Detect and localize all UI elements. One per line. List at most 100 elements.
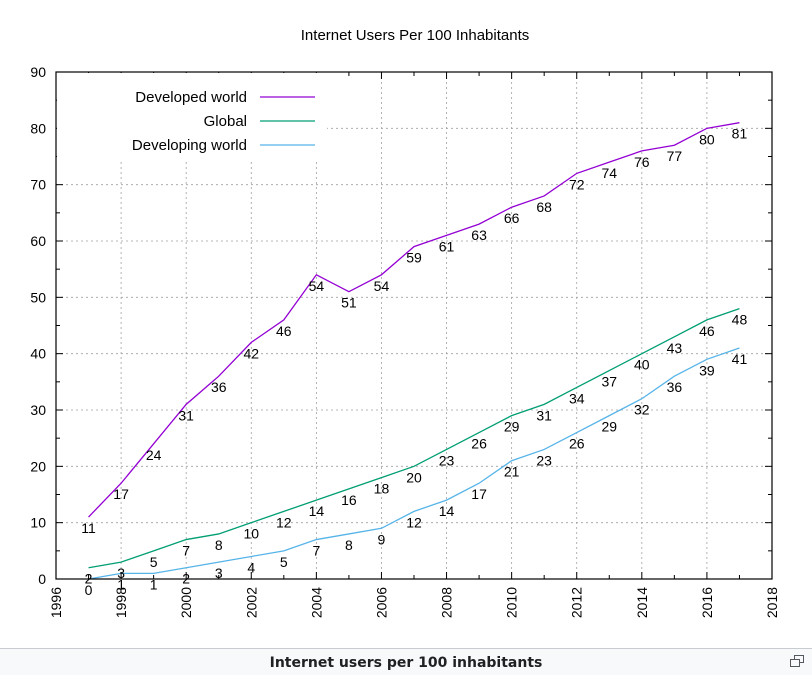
data-label-developed-world: 51 [341, 295, 357, 311]
data-label-developing-world: 17 [471, 486, 487, 502]
data-label-developing-world: 39 [699, 362, 715, 378]
x-tick-label: 2002 [243, 587, 259, 618]
data-label-global: 31 [536, 407, 552, 423]
data-label-developing-world: 2 [182, 571, 190, 587]
data-label-global: 14 [309, 503, 325, 519]
legend-background [57, 73, 327, 161]
data-label-developed-world: 72 [569, 176, 585, 192]
y-tick-label: 90 [30, 64, 46, 80]
line-chart: Internet Users Per 100 Inhabitants 01020… [30, 27, 780, 618]
data-label-developing-world: 36 [667, 379, 683, 395]
data-label-developing-world: 1 [150, 576, 158, 592]
data-label-developing-world: 8 [345, 537, 353, 553]
data-label-global: 34 [569, 390, 585, 406]
chart-title: Internet Users Per 100 Inhabitants [301, 27, 529, 44]
data-label-global: 12 [276, 514, 292, 530]
data-label-global: 20 [406, 469, 422, 485]
x-tick-label: 2006 [373, 587, 389, 618]
x-tick-label: 2018 [764, 587, 780, 618]
data-label-developed-world: 24 [146, 447, 162, 463]
x-tick-label: 2014 [634, 587, 650, 618]
data-label-developed-world: 17 [113, 486, 129, 502]
data-label-developing-world: 32 [634, 402, 650, 418]
data-label-developed-world: 80 [699, 131, 715, 147]
data-label-developing-world: 3 [215, 565, 223, 581]
y-tick-label: 60 [30, 233, 46, 249]
data-label-developed-world: 46 [276, 323, 292, 339]
series-lines [88, 122, 740, 580]
data-label-developed-world: 11 [81, 520, 96, 536]
figure-caption: Internet users per 100 inhabitants [269, 655, 543, 671]
data-label-global: 48 [732, 312, 748, 328]
data-label-developed-world: 81 [732, 126, 748, 142]
data-label-developing-world: 21 [504, 464, 520, 480]
data-label-global: 46 [699, 323, 715, 339]
data-label-developed-world: 77 [667, 148, 683, 164]
y-tick-label: 50 [30, 289, 46, 305]
x-tick-label: 1998 [113, 587, 129, 618]
data-label-developing-world: 41 [732, 351, 748, 367]
caption-bar: Internet users per 100 inhabitants [0, 648, 812, 675]
y-tick-label: 10 [30, 515, 46, 531]
data-label-developed-world: 42 [243, 345, 259, 361]
enlarge-icon[interactable] [790, 655, 804, 667]
data-label-global: 43 [667, 340, 683, 356]
data-label-global: 10 [243, 526, 259, 542]
data-label-global: 18 [374, 481, 390, 497]
data-label-developing-world: 29 [601, 419, 617, 435]
data-label-developing-world: 9 [378, 531, 386, 547]
data-label-developing-world: 0 [85, 582, 93, 598]
data-label-developing-world: 14 [439, 503, 455, 519]
legend: Developed world Global Developing world [57, 73, 327, 161]
data-label-developed-world: 66 [504, 210, 520, 226]
y-tick-label: 0 [38, 571, 46, 587]
data-label-global: 2 [85, 571, 93, 587]
data-label-developed-world: 59 [406, 250, 422, 266]
x-tick-label: 2004 [308, 587, 324, 618]
data-label-global: 8 [215, 537, 223, 553]
data-label-developed-world: 36 [211, 379, 227, 395]
data-label-global: 40 [634, 357, 650, 373]
y-tick-label: 30 [30, 402, 46, 418]
data-label-developed-world: 31 [178, 407, 194, 423]
data-label-global: 29 [504, 419, 520, 435]
data-label-developing-world: 5 [280, 554, 288, 570]
data-label-global: 3 [117, 565, 125, 581]
y-tick-label: 80 [30, 120, 46, 136]
legend-label-developed-world: Developed world [135, 89, 247, 106]
data-label-developed-world: 68 [536, 199, 552, 215]
x-tick-label: 2016 [699, 587, 715, 618]
data-label-developing-world: 23 [536, 452, 552, 468]
data-label-developed-world: 54 [309, 278, 325, 294]
y-tick-label: 20 [30, 458, 46, 474]
data-label-global: 5 [150, 554, 158, 570]
data-label-global: 26 [471, 436, 487, 452]
data-label-global: 16 [341, 492, 357, 508]
data-label-developing-world: 1 [117, 576, 125, 592]
series-line-global [88, 307, 740, 569]
series-line-developed-world [88, 122, 740, 518]
data-label-developed-world: 76 [634, 154, 650, 170]
data-label-developed-world: 74 [601, 165, 617, 181]
data-label-developed-world: 63 [471, 227, 487, 243]
legend-label-global: Global [204, 113, 247, 130]
x-tick-label: 2010 [504, 587, 520, 618]
data-label-developing-world: 7 [312, 543, 320, 559]
data-label-developed-world: 61 [439, 238, 455, 254]
data-label-developing-world: 4 [247, 559, 255, 575]
y-tick-label: 40 [30, 346, 46, 362]
data-label-developed-world: 54 [374, 278, 390, 294]
x-tick-label: 1996 [48, 587, 64, 618]
series-line-developing-world [88, 347, 740, 580]
data-label-global: 23 [439, 452, 455, 468]
x-tick-label: 2000 [178, 587, 194, 618]
data-label-global: 7 [182, 543, 190, 559]
legend-label-developing-world: Developing world [132, 137, 247, 154]
grid [56, 72, 772, 579]
data-label-global: 37 [601, 374, 617, 390]
data-label-developing-world: 12 [406, 514, 422, 530]
x-tick-label: 2012 [569, 587, 585, 618]
data-label-developing-world: 26 [569, 436, 585, 452]
